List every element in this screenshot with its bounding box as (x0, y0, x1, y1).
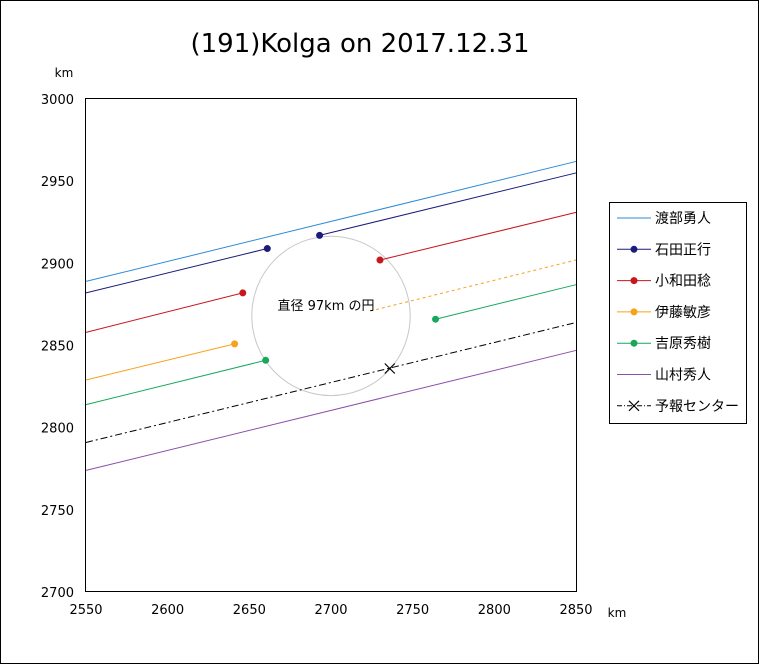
series-0 (85, 160, 577, 282)
x-tick-label: 2550 (69, 603, 102, 618)
x-tick-label: 2800 (478, 603, 511, 618)
series-line-segment (85, 359, 266, 406)
series-line-segment (85, 160, 577, 282)
legend-swatch-marker (628, 400, 640, 412)
y-tick-label: 2850 (41, 340, 74, 355)
series-point (262, 356, 270, 364)
legend-swatch-marker (630, 277, 638, 285)
legend-swatch-marker (630, 245, 638, 253)
series-2 (85, 211, 577, 333)
x-tick-label: 2750 (396, 603, 429, 618)
plot-area (85, 98, 577, 592)
diameter-circle (251, 235, 411, 397)
legend-item: 伊藤敏彦 (617, 305, 711, 321)
series-line-segment (85, 343, 235, 381)
x-tick-label: 2600 (151, 603, 184, 618)
legend-swatch-marker (630, 308, 638, 316)
series-6 (85, 322, 577, 443)
series-point (231, 340, 239, 348)
legend-label: 石田正行 (655, 242, 711, 258)
series-line-segment (85, 248, 268, 294)
y-tick-label: 2900 (41, 257, 74, 272)
legend-label: 小和田稔 (655, 274, 711, 290)
x-axis-ticks: 2550 2600 2650 2700 2750 2800 2850 (69, 603, 592, 618)
series-point (316, 231, 324, 239)
series-point (239, 289, 247, 297)
y-tick-label: 2800 (41, 422, 74, 437)
y-axis-unit: km (55, 66, 74, 80)
x-tick-label: 2650 (233, 603, 266, 618)
series-line-segment (379, 211, 577, 261)
series-line-segment (319, 172, 577, 236)
x-axis-unit: km (608, 606, 627, 620)
legend-item: 渡部勇人 (617, 211, 711, 227)
y-axis-ticks: 2700 2750 2800 2850 2900 2950 3000 (41, 93, 74, 601)
legend-item: 石田正行 (617, 242, 711, 258)
diameter-circle-layer (251, 235, 411, 397)
series-3 (85, 259, 577, 381)
series-5 (85, 349, 577, 471)
x-tick-label: 2700 (314, 603, 347, 618)
legend-label: 山村秀人 (655, 368, 711, 384)
series-1 (85, 172, 577, 294)
y-tick-label: 2750 (41, 504, 74, 519)
series-dashed-segment (370, 259, 577, 312)
prediction-center-marker (384, 363, 396, 374)
legend-label: 渡部勇人 (655, 211, 711, 227)
y-tick-label: 2700 (41, 586, 74, 601)
legend-item: 山村秀人 (617, 368, 711, 384)
series-line-segment (85, 322, 577, 443)
legend-label: 吉原秀樹 (655, 336, 711, 352)
x-tick-label: 2850 (559, 603, 592, 618)
series-line-segment (85, 292, 243, 333)
legend-item: 予報センター (617, 399, 739, 415)
series-point (263, 245, 271, 253)
legend-item: 吉原秀樹 (617, 336, 711, 352)
series-point (376, 256, 384, 264)
legend-label: 伊藤敏彦 (655, 305, 711, 321)
series-line-segment (435, 284, 577, 320)
legend-swatch-marker (630, 339, 638, 347)
legend-item: 小和田稔 (617, 274, 711, 290)
series-point (432, 315, 440, 323)
circle-label: 直径 97km の円 (278, 299, 375, 314)
y-tick-label: 3000 (41, 93, 74, 108)
series-4 (85, 284, 577, 406)
y-tick-label: 2950 (41, 175, 74, 190)
chart-title: (191)Kolga on 2017.12.31 (190, 29, 529, 59)
legend-label: 予報センター (655, 399, 739, 415)
series-line-segment (85, 349, 577, 471)
series-layer (85, 160, 577, 471)
